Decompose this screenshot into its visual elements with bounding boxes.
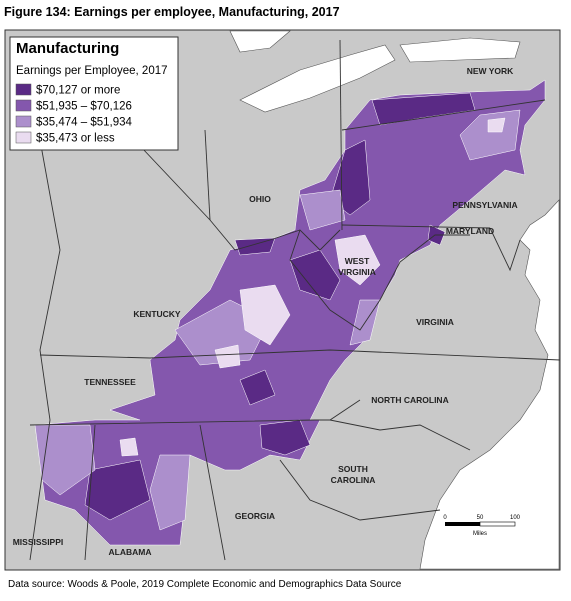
state-label: OHIO bbox=[249, 194, 271, 204]
legend-label: $70,127 or more bbox=[36, 85, 120, 97]
scale-segment bbox=[445, 522, 480, 526]
state-label: MISSISSIPPI bbox=[13, 537, 64, 547]
legend-title: Manufacturing bbox=[16, 40, 119, 57]
ocean bbox=[419, 199, 560, 570]
lake-erie bbox=[239, 44, 396, 113]
state-label: SOUTH bbox=[338, 464, 368, 474]
legend-swatch bbox=[15, 83, 32, 96]
county-region bbox=[34, 424, 96, 496]
state-label: NORTH CAROLINA bbox=[371, 395, 448, 405]
scale-bar: 0 50 100 Miles bbox=[443, 515, 520, 537]
county-region bbox=[119, 437, 139, 457]
state-label: PENNSYLVANIA bbox=[452, 200, 517, 210]
legend-swatch bbox=[15, 115, 32, 128]
county-shading bbox=[34, 79, 546, 546]
county-region bbox=[459, 109, 521, 161]
state-label: CAROLINA bbox=[331, 475, 376, 485]
state-label: VIRGINIA bbox=[338, 267, 376, 277]
county-region bbox=[239, 369, 276, 406]
state-label: GEORGIA bbox=[235, 511, 275, 521]
state-label: NEW YORK bbox=[467, 66, 514, 76]
legend-box bbox=[9, 36, 179, 151]
lake-huron bbox=[229, 30, 291, 53]
legend-swatch bbox=[15, 99, 32, 112]
legend: Manufacturing Earnings per Employee, 201… bbox=[9, 36, 179, 151]
state-label: TENNESSEE bbox=[84, 377, 136, 387]
legend-swatch bbox=[15, 131, 32, 144]
county-region bbox=[289, 249, 341, 301]
state-label: VIRGINIA bbox=[416, 317, 454, 327]
scale-tick-label: 50 bbox=[477, 515, 484, 521]
legend-label: $51,935 – $70,126 bbox=[36, 101, 132, 113]
scale-tick-label: 0 bbox=[443, 515, 447, 521]
county-region bbox=[299, 189, 346, 231]
state-label: ALABAMA bbox=[109, 547, 152, 557]
county-region bbox=[149, 454, 191, 531]
county-region bbox=[84, 459, 151, 521]
state-label: KENTUCKY bbox=[133, 309, 181, 319]
state-borders bbox=[29, 39, 561, 561]
county-region bbox=[334, 234, 381, 286]
scale-unit: Miles bbox=[473, 531, 487, 537]
map: NEW YORKOHIOPENNSYLVANIAMARYLANDWESTVIRG… bbox=[4, 29, 561, 571]
county-region bbox=[34, 79, 546, 546]
county-region bbox=[239, 284, 291, 346]
legend-items: $70,127 or more $51,935 – $70,126 $35,474 … bbox=[15, 83, 133, 145]
legend-label: $35,474 – $51,934 bbox=[36, 117, 133, 129]
county-region bbox=[214, 344, 241, 369]
state-label: WEST bbox=[345, 256, 370, 266]
legend-label: $35,473 or less bbox=[36, 133, 115, 145]
state-labels: NEW YORKOHIOPENNSYLVANIAMARYLANDWESTVIRG… bbox=[13, 66, 518, 557]
state-label: MARYLAND bbox=[446, 226, 494, 236]
county-region bbox=[259, 419, 311, 456]
figure-title: Figure 134: Earnings per employee, Manuf… bbox=[4, 5, 340, 19]
county-region bbox=[234, 237, 276, 256]
county-region bbox=[487, 117, 506, 133]
source: Data source: Woods & Poole, 2019 Complet… bbox=[8, 579, 402, 590]
scale-segment bbox=[479, 521, 516, 527]
legend-subtitle: Earnings per Employee, 2017 bbox=[16, 65, 168, 77]
scale-tick-label: 100 bbox=[510, 515, 521, 521]
lake-ontario bbox=[399, 37, 521, 63]
